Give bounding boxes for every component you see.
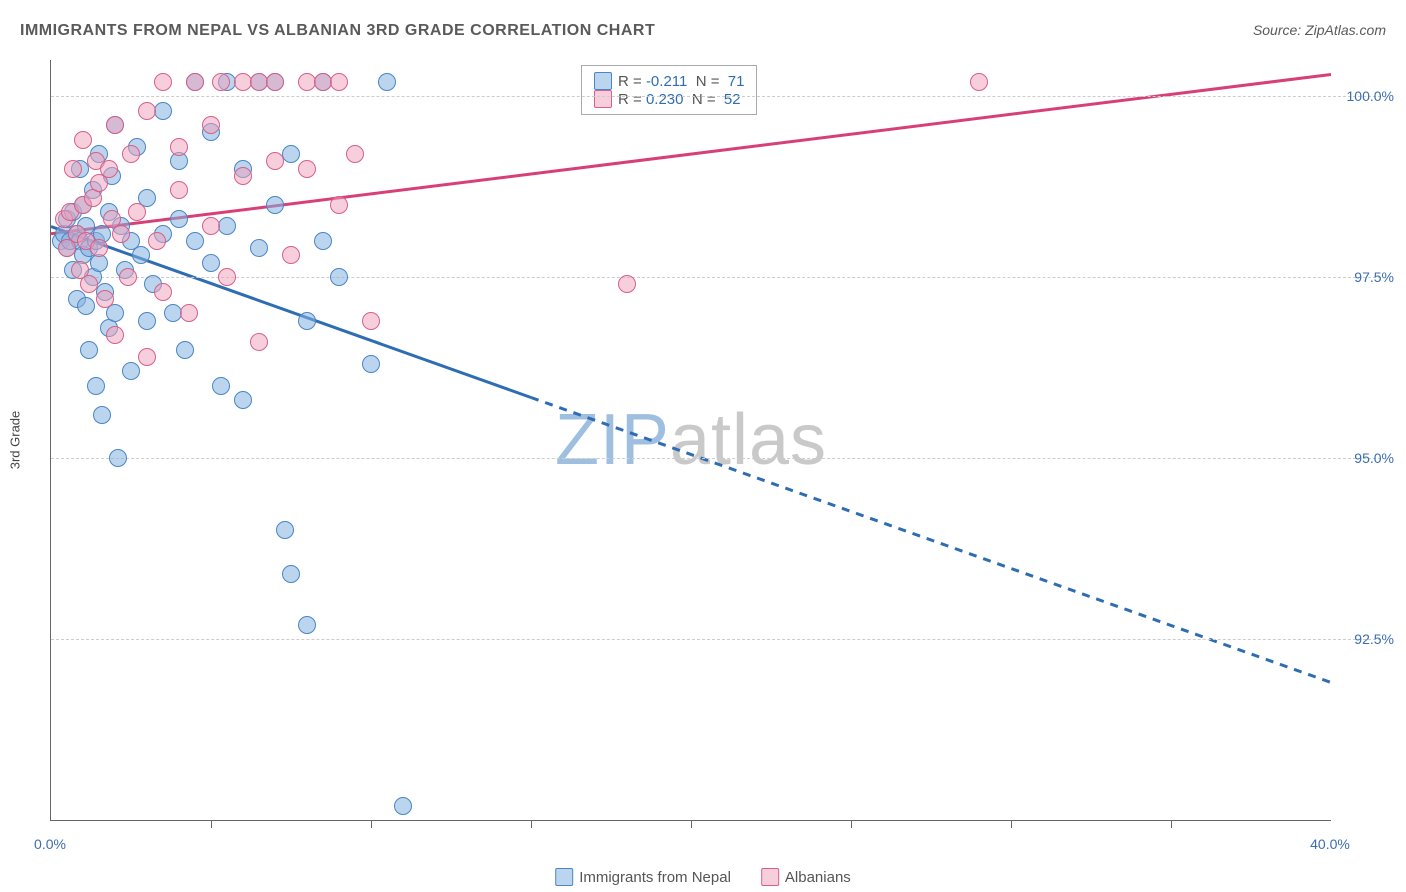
scatter-point xyxy=(282,246,300,264)
scatter-point xyxy=(132,246,150,264)
scatter-point xyxy=(298,616,316,634)
scatter-point xyxy=(186,232,204,250)
scatter-point xyxy=(212,377,230,395)
legend-swatch-icon xyxy=(594,90,612,108)
legend-label: Immigrants from Nepal xyxy=(579,869,731,886)
scatter-point xyxy=(282,565,300,583)
scatter-point xyxy=(77,297,95,315)
scatter-point xyxy=(378,73,396,91)
scatter-point xyxy=(266,152,284,170)
legend-label: Albanians xyxy=(785,869,851,886)
scatter-point xyxy=(234,391,252,409)
scatter-point xyxy=(122,145,140,163)
scatter-point xyxy=(106,326,124,344)
scatter-point xyxy=(170,181,188,199)
scatter-point xyxy=(154,102,172,120)
legend-swatch-icon xyxy=(594,72,612,90)
legend-item: Immigrants from Nepal xyxy=(555,868,731,886)
scatter-point xyxy=(250,333,268,351)
scatter-point xyxy=(298,160,316,178)
scatter-point xyxy=(80,341,98,359)
watermark: ZIPatlas xyxy=(555,399,827,481)
scatter-point xyxy=(96,290,114,308)
scatter-point xyxy=(212,73,230,91)
series-legend: Immigrants from Nepal Albanians xyxy=(555,868,851,886)
scatter-point xyxy=(314,232,332,250)
y-tick-label: 92.5% xyxy=(1354,631,1394,647)
scatter-point xyxy=(266,73,284,91)
legend-text: R = 0.230 N = 52 xyxy=(618,91,741,108)
scatter-point xyxy=(170,138,188,156)
y-tick-label: 100.0% xyxy=(1347,88,1394,104)
scatter-point xyxy=(362,355,380,373)
scatter-point xyxy=(202,116,220,134)
scatter-point xyxy=(346,145,364,163)
scatter-point xyxy=(218,217,236,235)
scatter-point xyxy=(266,196,284,214)
scatter-point xyxy=(154,73,172,91)
scatter-point xyxy=(330,268,348,286)
legend-row: R = -0.211 N = 71 xyxy=(594,72,744,90)
scatter-point xyxy=(122,362,140,380)
scatter-point xyxy=(250,239,268,257)
scatter-point xyxy=(80,275,98,293)
scatter-point xyxy=(970,73,988,91)
scatter-point xyxy=(234,167,252,185)
source-label: Source: ZipAtlas.com xyxy=(1253,22,1386,38)
scatter-point xyxy=(330,196,348,214)
scatter-point xyxy=(202,254,220,272)
scatter-point xyxy=(87,377,105,395)
legend-item: Albanians xyxy=(761,868,851,886)
scatter-point xyxy=(106,116,124,134)
scatter-point xyxy=(90,239,108,257)
legend-row: R = 0.230 N = 52 xyxy=(594,90,744,108)
y-tick-label: 95.0% xyxy=(1354,450,1394,466)
y-axis-label: 3rd Grade xyxy=(8,411,23,470)
scatter-point xyxy=(138,312,156,330)
legend-swatch-icon xyxy=(761,868,779,886)
scatter-point xyxy=(176,341,194,359)
chart-plot-area: ZIPatlas R = -0.211 N = 71R = 0.230 N = … xyxy=(50,60,1331,821)
scatter-point xyxy=(100,160,118,178)
scatter-point xyxy=(218,268,236,286)
scatter-point xyxy=(154,283,172,301)
correlation-legend: R = -0.211 N = 71R = 0.230 N = 52 xyxy=(581,65,757,115)
legend-swatch-icon xyxy=(555,868,573,886)
scatter-point xyxy=(93,406,111,424)
legend-text: R = -0.211 N = 71 xyxy=(618,73,744,90)
x-tick-label: 40.0% xyxy=(1310,836,1350,852)
scatter-point xyxy=(282,145,300,163)
scatter-point xyxy=(148,232,166,250)
scatter-point xyxy=(138,102,156,120)
scatter-point xyxy=(330,73,348,91)
chart-title: IMMIGRANTS FROM NEPAL VS ALBANIAN 3RD GR… xyxy=(20,22,655,40)
scatter-point xyxy=(202,217,220,235)
scatter-point xyxy=(74,131,92,149)
scatter-point xyxy=(618,275,636,293)
scatter-point xyxy=(138,348,156,366)
scatter-point xyxy=(109,449,127,467)
scatter-point xyxy=(186,73,204,91)
scatter-point xyxy=(362,312,380,330)
scatter-point xyxy=(64,160,82,178)
x-tick-label: 0.0% xyxy=(34,836,66,852)
y-tick-label: 97.5% xyxy=(1354,269,1394,285)
scatter-point xyxy=(112,225,130,243)
scatter-point xyxy=(276,521,294,539)
scatter-point xyxy=(298,312,316,330)
scatter-point xyxy=(119,268,137,286)
scatter-point xyxy=(170,210,188,228)
scatter-point xyxy=(394,797,412,815)
scatter-point xyxy=(128,203,146,221)
scatter-point xyxy=(180,304,198,322)
